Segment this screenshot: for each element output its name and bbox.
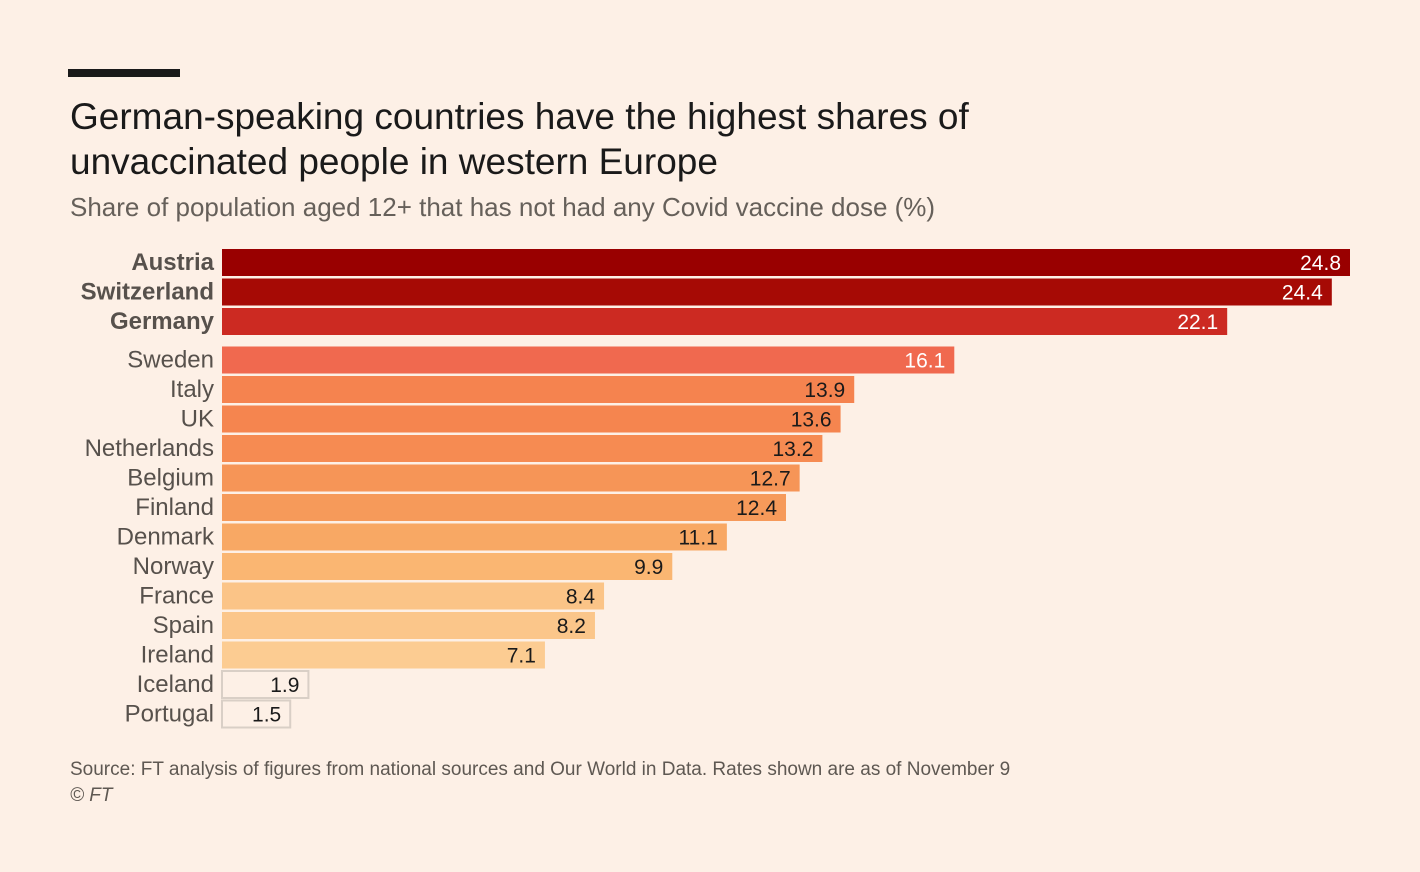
- category-label-italy: Italy: [170, 376, 214, 403]
- value-label-spain: 8.2: [557, 615, 586, 638]
- bar-italy: [222, 376, 855, 403]
- value-label-uk: 13.6: [791, 409, 832, 432]
- category-label-finland: Finland: [135, 494, 214, 521]
- bar-denmark: [222, 523, 727, 551]
- bar-uk: [222, 405, 841, 433]
- bar-chart: Austria 24.8 Switzerland 24.4 Germany 22.1 Swe…: [81, 249, 1350, 729]
- bar-spain: [222, 612, 595, 639]
- bar-sweden: [222, 346, 955, 374]
- bar-finland: [222, 494, 786, 521]
- source-note: Source: FT analysis of figures from nati…: [70, 759, 1011, 780]
- category-label-iceland: Iceland: [137, 671, 214, 698]
- bar-iceland: [221, 670, 310, 699]
- value-label-denmark: 11.1: [679, 527, 718, 550]
- category-label-austria: Austria: [131, 249, 214, 276]
- bar-belgium: [222, 464, 800, 492]
- category-label-belgium: Belgium: [127, 465, 214, 492]
- value-label-finland: 12.4: [736, 497, 777, 520]
- value-label-ireland: 7.1: [507, 645, 536, 668]
- value-label-italy: 13.9: [804, 379, 845, 402]
- category-label-portugal: Portugal: [125, 701, 214, 728]
- category-label-sweden: Sweden: [127, 347, 214, 374]
- chart-subtitle: Share of population aged 12+ that has no…: [70, 192, 936, 222]
- category-label-ireland: Ireland: [141, 642, 214, 669]
- category-label-netherlands: Netherlands: [85, 435, 214, 462]
- category-label-switzerland: Switzerland: [81, 279, 214, 306]
- copyright-note: © FT: [70, 785, 113, 806]
- bar-france: [222, 582, 605, 610]
- title-accent-bar: [68, 69, 180, 77]
- bar-portugal: [221, 699, 292, 729]
- category-label-norway: Norway: [133, 553, 214, 580]
- value-label-germany: 22.1: [1177, 311, 1218, 334]
- category-label-france: France: [139, 583, 214, 610]
- value-label-iceland: 1.9: [270, 674, 299, 697]
- bar-germany: [222, 308, 1228, 335]
- category-label-spain: Spain: [153, 612, 214, 639]
- value-label-france: 8.4: [566, 586, 596, 609]
- value-label-austria: 24.8: [1300, 252, 1341, 275]
- value-label-netherlands: 13.2: [773, 438, 814, 461]
- bar-norway: [222, 553, 673, 580]
- bar-austria: [222, 249, 1350, 276]
- bar-ireland: [222, 641, 545, 669]
- value-label-norway: 9.9: [634, 556, 663, 579]
- category-label-denmark: Denmark: [117, 524, 215, 551]
- value-label-sweden: 16.1: [904, 350, 945, 373]
- value-label-portugal: 1.5: [252, 704, 281, 727]
- category-label-uk: UK: [181, 406, 214, 433]
- chart-title: German-speaking countries have the highe…: [70, 96, 969, 182]
- category-label-germany: Germany: [110, 308, 215, 335]
- bar-netherlands: [222, 435, 823, 462]
- value-label-belgium: 12.7: [750, 468, 791, 491]
- value-label-switzerland: 24.4: [1282, 282, 1323, 305]
- bar-switzerland: [222, 278, 1332, 306]
